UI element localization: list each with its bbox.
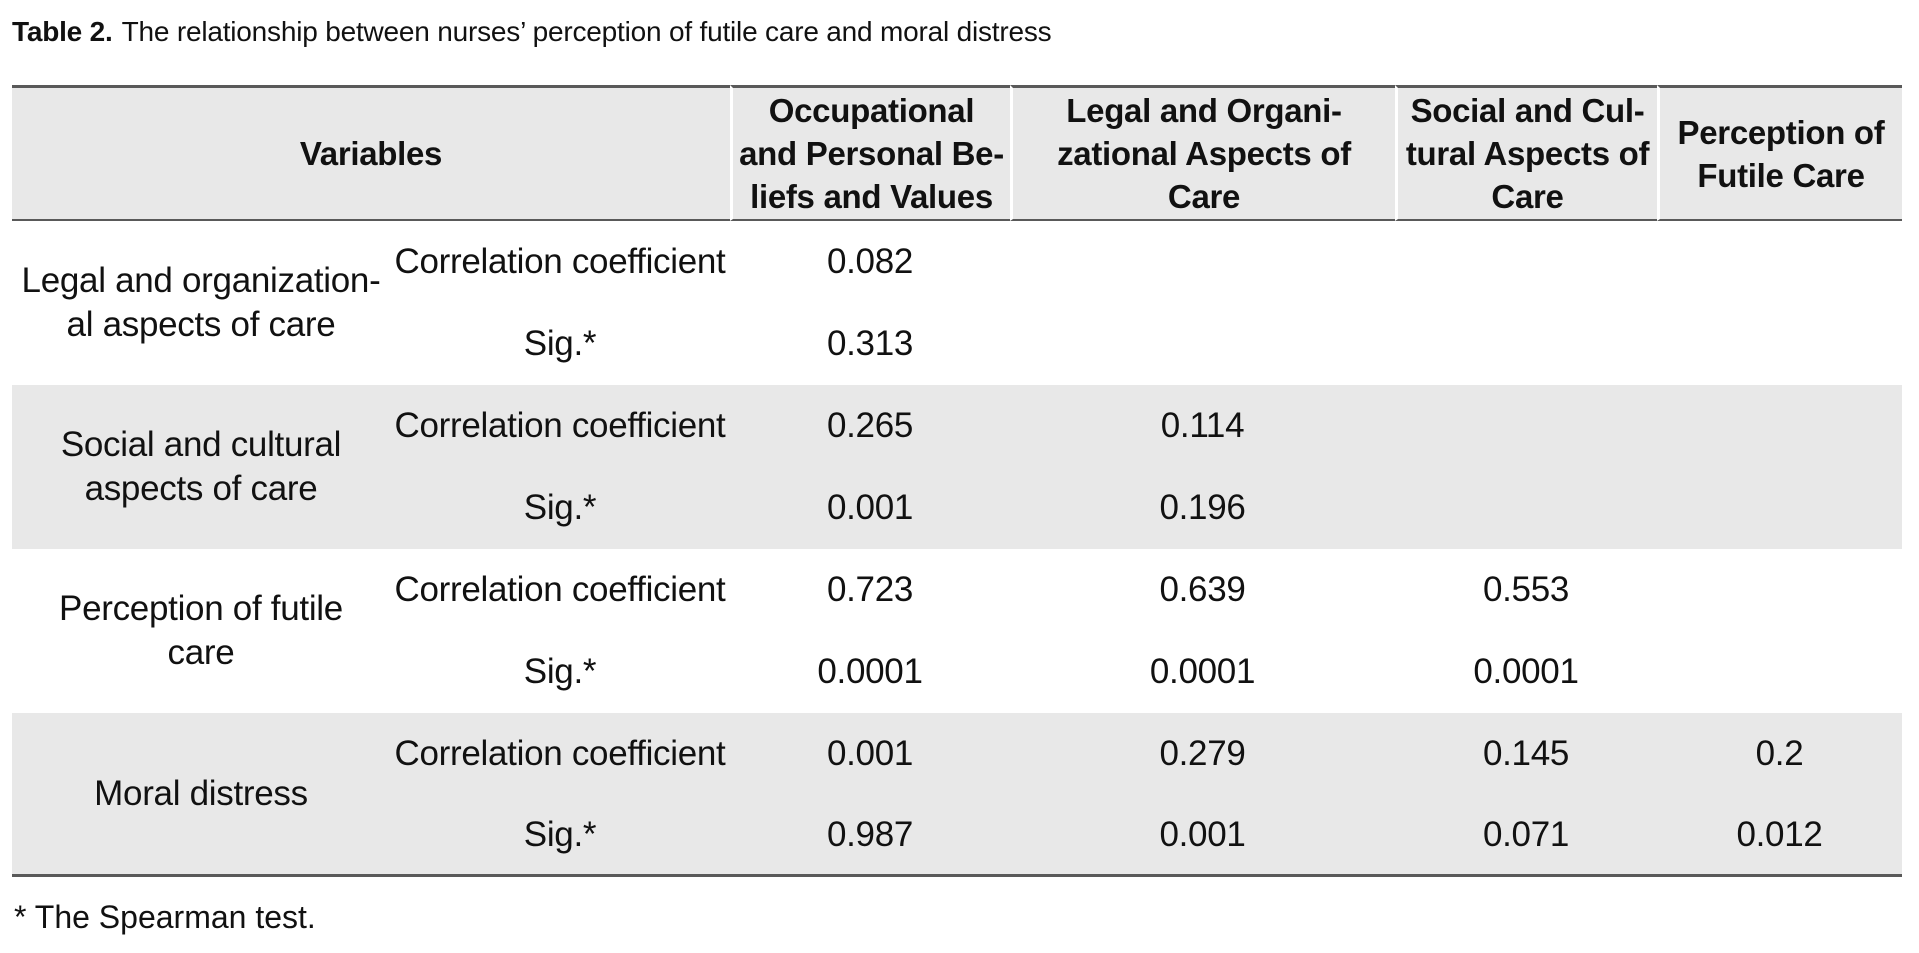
- value-cell: 0.2: [1657, 713, 1902, 795]
- table-row: Sig.* 0.987 0.001 0.071 0.012: [12, 795, 1902, 877]
- table-row: Sig.* 0.313: [12, 303, 1902, 385]
- row-header-legal-organizational: Legal and organization- al aspects of ca…: [21, 261, 381, 344]
- value-cell: 0.082: [826, 242, 914, 281]
- table-row: Legal and organization- al aspects of ca…: [12, 221, 1902, 344]
- row-header-social-cultural: Social and cultural aspects of care: [12, 385, 390, 549]
- value-cell: [1657, 467, 1902, 549]
- value-cell: 0.001: [730, 467, 1010, 549]
- table-row: Moral distress Correlation coefficient 0…: [12, 713, 1902, 877]
- value-cell: 0.001: [1010, 795, 1395, 877]
- footnote: * The Spearman test.: [14, 899, 316, 935]
- column-header-legal-organizational: Legal and Organi- zational Aspects of Ca…: [1010, 85, 1395, 221]
- stat-label-correlation: Correlation coefficient: [394, 570, 726, 609]
- column-header-perception-futile-care: Perception of Futile Care: [1657, 85, 1902, 221]
- table-row: Sig.* 0.001 0.196: [12, 467, 1902, 549]
- stat-label-sig: Sig.*: [390, 467, 730, 549]
- table-caption-text: The relationship between nurses’ percept…: [121, 16, 1052, 47]
- stat-label-correlation: Correlation coefficient: [390, 385, 730, 467]
- header-row: Variables Occupational and Personal Be- …: [12, 85, 1902, 221]
- value-cell: [1657, 221, 1902, 303]
- value-cell: [1395, 221, 1657, 303]
- value-cell: 0.723: [826, 570, 914, 609]
- value-cell: 0.279: [1010, 713, 1395, 795]
- value-cell: 0.313: [826, 324, 914, 363]
- table-row: Sig.* 0.0001 0.0001 0.0001: [12, 631, 1902, 713]
- value-cell: 0.114: [1010, 385, 1395, 467]
- table-caption: Table 2. The relationship between nurses’…: [12, 14, 1907, 50]
- stat-label-sig: Sig.*: [523, 324, 597, 363]
- value-cell: 0.639: [1159, 570, 1246, 609]
- table-caption-label: Table 2.: [12, 16, 113, 47]
- value-cell: [1395, 385, 1657, 467]
- table-body: Legal and organization- al aspects of ca…: [12, 221, 1902, 877]
- value-cell: [1395, 467, 1657, 549]
- table-header: Variables Occupational and Personal Be- …: [12, 85, 1902, 221]
- value-cell: 0.553: [1482, 570, 1570, 609]
- table-row: Social and cultural aspects of care Corr…: [12, 385, 1902, 549]
- stat-label-correlation: Correlation coefficient: [390, 713, 730, 795]
- stat-label-sig: Sig.*: [523, 652, 597, 691]
- value-cell: [1010, 303, 1395, 385]
- column-header-variables: Variables: [12, 85, 730, 221]
- column-header-occupational-beliefs: Occupational and Personal Be- liefs and …: [730, 85, 1010, 221]
- correlation-table: Variables Occupational and Personal Be- …: [12, 85, 1902, 877]
- value-cell: 0.001: [730, 713, 1010, 795]
- value-cell: [1657, 303, 1902, 385]
- value-cell: 0.071: [1395, 795, 1657, 877]
- value-cell: 0.987: [730, 795, 1010, 877]
- value-cell: 0.265: [730, 385, 1010, 467]
- value-cell: 0.196: [1010, 467, 1395, 549]
- value-cell: [1657, 549, 1902, 631]
- value-cell: 0.145: [1395, 713, 1657, 795]
- value-cell: 0.012: [1657, 795, 1902, 877]
- row-header-perception-futile-care: Perception of futile care: [59, 589, 343, 672]
- stat-label-sig: Sig.*: [390, 795, 730, 877]
- table-row: Perception of futile care Correlation co…: [12, 549, 1902, 672]
- value-cell: [1657, 385, 1902, 467]
- value-cell: [1395, 303, 1657, 385]
- row-header-moral-distress: Moral distress: [12, 713, 390, 877]
- value-cell: [1657, 631, 1902, 713]
- value-cell: 0.0001: [1473, 652, 1579, 691]
- value-cell: 0.0001: [817, 652, 923, 691]
- value-cell: [1010, 221, 1395, 303]
- column-header-social-cultural: Social and Cul- tural Aspects of Care: [1395, 85, 1657, 221]
- value-cell: 0.0001: [1149, 652, 1256, 691]
- stat-label-correlation: Correlation coefficient: [394, 242, 726, 281]
